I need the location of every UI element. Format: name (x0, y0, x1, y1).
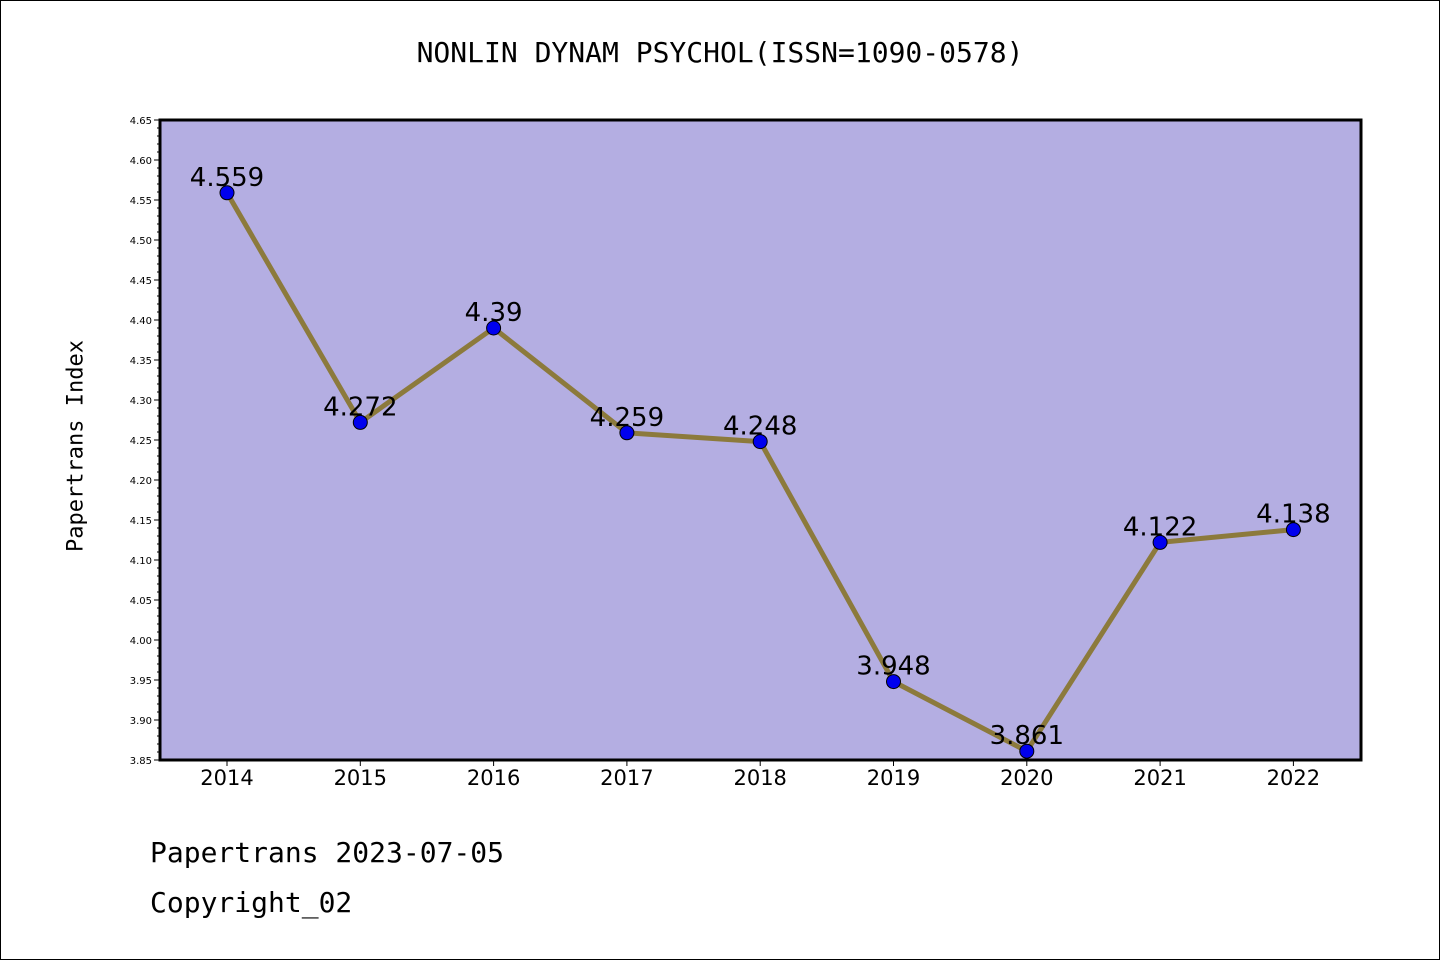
y-tick-label: 4.40 (130, 316, 152, 327)
x-tick-label: 2021 (1133, 766, 1186, 790)
y-tick-label: 4.25 (130, 436, 152, 447)
y-tick-label: 4.15 (130, 516, 152, 527)
y-tick-label: 3.95 (130, 676, 152, 687)
y-tick-label: 3.90 (130, 716, 152, 727)
footer-date: Papertrans 2023-07-05 (150, 836, 505, 869)
y-tick-label: 4.35 (130, 356, 152, 367)
data-label: 4.248 (723, 412, 797, 442)
y-tick-label: 3.85 (130, 756, 152, 767)
data-point (352, 414, 368, 430)
y-tick-label: 4.05 (130, 596, 152, 607)
data-label: 4.138 (1256, 500, 1330, 530)
y-tick-label: 4.50 (130, 236, 152, 247)
data-label: 3.861 (990, 721, 1064, 751)
data-label: 4.272 (323, 392, 397, 422)
y-tick-label: 4.60 (130, 156, 152, 167)
data-point (752, 434, 768, 450)
data-point (1152, 534, 1168, 550)
data-point (886, 674, 901, 690)
footer-copyright: Copyright_02 (150, 886, 353, 919)
data-label: 4.559 (190, 163, 264, 193)
y-tick-label: 4.10 (130, 556, 152, 567)
x-tick-label: 2018 (733, 766, 786, 790)
chart-title: NONLIN DYNAM PSYCHOL(ISSN=1090-0578) (416, 36, 1024, 69)
y-tick-label: 4.55 (130, 196, 152, 207)
x-tick-label: 2017 (600, 766, 653, 790)
data-label: 4.259 (590, 403, 664, 433)
y-tick-label: 4.30 (130, 396, 152, 407)
x-tick-label: 2016 (467, 766, 520, 790)
data-label: 4.39 (465, 298, 523, 328)
x-tick-label: 2015 (334, 766, 387, 790)
data-point (219, 185, 235, 201)
data-point (619, 425, 635, 441)
y-tick-label: 4.45 (130, 276, 152, 287)
x-tick-label: 2019 (867, 766, 920, 790)
data-point (486, 320, 502, 336)
x-tick-label: 2022 (1267, 766, 1320, 790)
data-point (1019, 743, 1035, 759)
x-tick-label: 2014 (200, 766, 253, 790)
plot-border (158, 118, 1363, 762)
y-tick-label: 4.00 (130, 636, 152, 647)
y-tick-label: 4.65 (130, 116, 152, 127)
x-tick-label: 2020 (1000, 766, 1053, 790)
data-label: 3.948 (856, 652, 930, 682)
y-tick-label: 4.20 (130, 476, 152, 487)
data-point (1285, 522, 1301, 538)
data-label: 4.122 (1123, 512, 1197, 542)
